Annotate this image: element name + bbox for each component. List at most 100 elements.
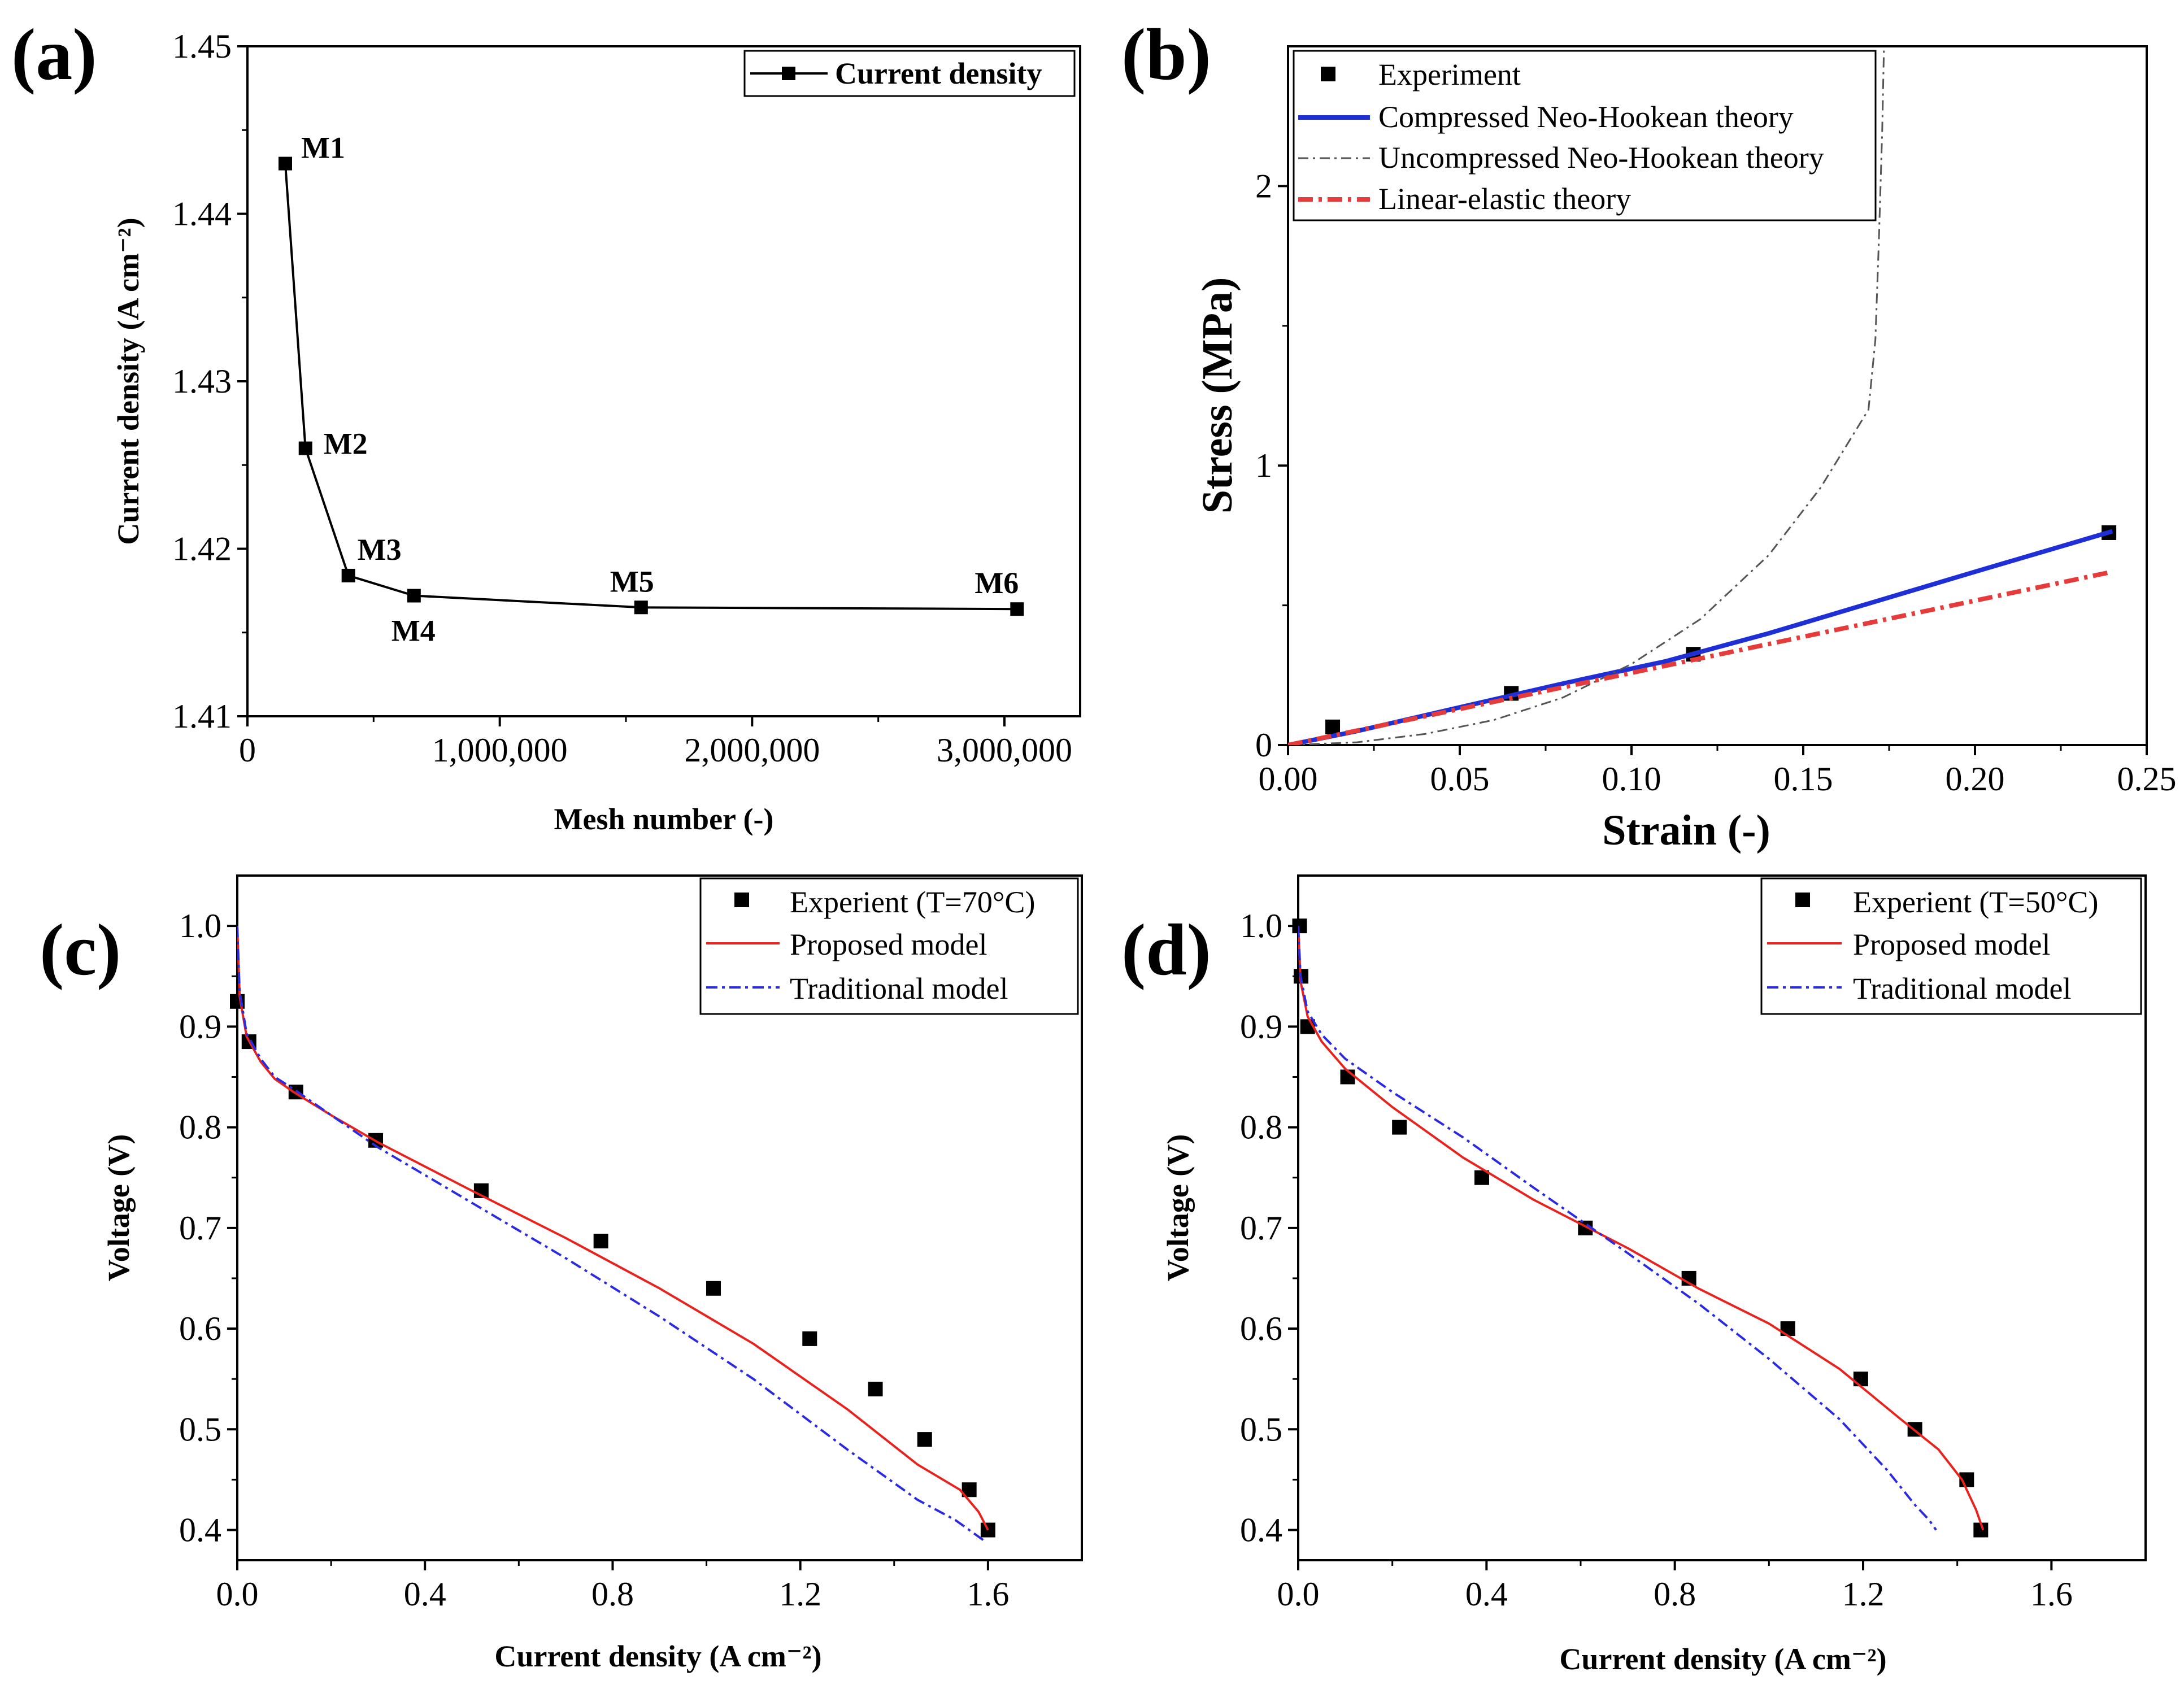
- panel-a-data-point: [634, 600, 648, 615]
- panel-a-series-current-density: [284, 163, 1017, 611]
- panel-c-x-tick-label: 1.2: [779, 1575, 821, 1613]
- legend-c-label-traditional: Traditional model: [790, 972, 1008, 1005]
- panel-b-series: [1288, 46, 2117, 745]
- panel-b-series-linear-elastic-theory: [1288, 569, 2113, 745]
- panel-a-data-point: [1010, 602, 1024, 616]
- panel-b-series-uncompressed-neo-hookean-theory: [1288, 46, 1885, 745]
- panel-d-ticks: 0.0 0.4 0.8 1.2 1.6 0.4 0.5 0.6 0.7 0.8 0.9 1.0: [1240, 907, 2073, 1613]
- panel-c-y-tick-label: 0.9: [179, 1008, 221, 1045]
- legend-c-label-experiment: Experient (T=70°C): [790, 885, 1035, 919]
- panel-c-x-tick-label: 1.6: [967, 1575, 1009, 1613]
- panel-c-y-tick-label: 0.5: [179, 1411, 221, 1448]
- panel-a-series: M1 M2 M3 M4 M5 M6: [279, 131, 1024, 648]
- panel-d-series-traditional-model: [1298, 926, 1937, 1531]
- panel-c-y-axis-title: Voltage (V): [102, 1134, 136, 1281]
- legend-b-marker-experiment: [1321, 67, 1335, 81]
- panel-c-y-tick-label: 1.0: [179, 907, 221, 944]
- panel-a-data-point: [279, 156, 292, 171]
- legend-d-label-proposed: Proposed model: [1853, 928, 2050, 961]
- panel-a-point-label: M1: [301, 131, 345, 165]
- panel-d-x-tick-label: 0.4: [1465, 1575, 1508, 1613]
- panel-a-y-tick-label: 1.42: [172, 530, 232, 568]
- panel-d-x-axis-title: Current density (A cm⁻²): [1559, 1642, 1886, 1676]
- panel-b-x-tick-label: 0.05: [1430, 760, 1490, 798]
- panel-a-y-tick-label: 1.44: [172, 195, 232, 233]
- panel-a-legend: Current density: [743, 50, 1076, 97]
- panel-d-y-axis-title: Voltage (V): [1161, 1134, 1195, 1281]
- panel-a-point-label: M6: [974, 566, 1019, 600]
- panel-d-legend: Experient (T=50°C) Proposed model Tradit…: [1760, 877, 2142, 1015]
- panel-b-ticks: 0.00 0.05 0.10 0.15 0.20 0.25 0 1 2: [1255, 167, 2177, 798]
- panel-c-series-traditional-model: [237, 926, 984, 1542]
- panel-c-x-axis-title: Current density (A cm⁻²): [494, 1639, 821, 1673]
- panel-d-y-tick-label: 0.4: [1240, 1512, 1282, 1549]
- panel-a-y-tick-label: 1.45: [172, 28, 232, 65]
- panel-a-x-tick-label: 2,000,000: [684, 732, 820, 769]
- panel-b-y-tick-label: 0: [1255, 726, 1272, 764]
- panel-b-x-tick-label: 0.15: [1774, 760, 1833, 798]
- panel-c-experiment-point: [802, 1331, 817, 1346]
- legend-b-label-linear: Linear-elastic theory: [1378, 182, 1631, 216]
- panel-c-y-tick-label: 0.7: [179, 1209, 221, 1247]
- panel-c-series-proposed-model: [237, 926, 989, 1531]
- panel-c-legend-frame: [699, 877, 1079, 1015]
- panel-c-x-tick-label: 0.0: [216, 1575, 259, 1613]
- panel-b-x-tick-label: 0.10: [1602, 760, 1661, 798]
- panel-a-y-tick-label: 1.43: [172, 363, 232, 400]
- panel-a-point-label: M3: [358, 533, 402, 567]
- panel-d-experiment-point: [1780, 1321, 1795, 1337]
- panel-c-x-tick-label: 0.8: [591, 1575, 634, 1613]
- panel-d-x-tick-label: 1.2: [1842, 1575, 1885, 1613]
- panel-a-data-point: [341, 568, 355, 582]
- panel-d-y-tick-label: 0.9: [1240, 1008, 1282, 1045]
- panel-c-y-tick-label: 0.8: [179, 1109, 221, 1146]
- panel-a-x-axis-title: Mesh number (-): [554, 802, 774, 836]
- panel-a: (a) Mesh number (-) Current density (A c…: [11, 14, 1081, 836]
- panel-b-x-tick-label: 0.00: [1259, 760, 1318, 798]
- panel-d: (d) Current density (A cm⁻²) Voltage (V)…: [1121, 874, 2147, 1676]
- panel-b-experiment-point: [1325, 719, 1341, 734]
- panel-b-x-axis-title: Strain (-): [1602, 807, 1770, 854]
- panel-d-plot-frame: [1297, 874, 2147, 1561]
- panel-d-x-tick-label: 1.6: [2030, 1575, 2073, 1613]
- panel-b-legend: Experiment Compressed Neo-Hookean theory…: [1293, 50, 1877, 221]
- panel-a-legend-marker: [782, 67, 795, 80]
- panel-c-plot-frame: [236, 874, 1083, 1561]
- panel-a-data-point: [298, 441, 312, 455]
- panel-b: (b) Strain (-) Stress (MPa) 0.00 0.05 0.10…: [1121, 14, 2177, 854]
- panel-c-experiment-point: [593, 1233, 608, 1248]
- legend-d-label-traditional: Traditional model: [1853, 972, 2072, 1005]
- panel-d-experiment-point: [1292, 918, 1307, 934]
- panel-a-point-label: M5: [610, 564, 654, 598]
- panel-d-x-tick-label: 0.0: [1277, 1575, 1320, 1613]
- panel-a-point-label: M4: [391, 614, 436, 648]
- panel-c-label: (c): [40, 909, 121, 991]
- panel-d-y-tick-label: 0.7: [1240, 1209, 1282, 1247]
- legend-c-label-proposed: Proposed model: [790, 928, 987, 961]
- panel-d-x-tick-label: 0.8: [1654, 1575, 1696, 1613]
- panel-d-legend-frame: [1760, 877, 2142, 1015]
- panel-c-experiment-point: [868, 1382, 883, 1396]
- legend-b-label-compressed: Compressed Neo-Hookean theory: [1378, 100, 1794, 134]
- panel-c-experiment-point: [980, 1522, 995, 1538]
- panel-d-label: (d): [1121, 909, 1211, 991]
- panel-a-y-axis-title: Current density (A cm⁻²): [111, 217, 145, 545]
- panel-c-legend: Experient (T=70°C) Proposed model Tradit…: [699, 877, 1079, 1015]
- panel-a-plot-frame: [246, 45, 1081, 717]
- legend-b-label-experiment: Experiment: [1378, 58, 1521, 92]
- panel-b-series-compressed-neo-hookean-theory: [1288, 529, 2113, 745]
- panel-a-y-tick-label: 1.41: [172, 698, 232, 735]
- panel-b-legend-frame: [1293, 50, 1877, 221]
- panel-d-experiment-point: [1392, 1120, 1407, 1135]
- panel-c-experiment-point: [917, 1432, 932, 1447]
- panel-a-x-tick-label: 1,000,000: [432, 732, 568, 769]
- panel-d-y-tick-label: 0.5: [1240, 1411, 1282, 1448]
- panel-b-label: (b): [1121, 14, 1211, 95]
- panel-d-experiment-point: [1853, 1372, 1868, 1387]
- panel-b-y-tick-label: 2: [1255, 167, 1272, 204]
- panel-c-y-tick-label: 0.6: [179, 1310, 221, 1347]
- panel-c-y-tick-label: 0.4: [179, 1512, 221, 1549]
- panel-c: (c) Current density (A cm⁻²) Voltage (V)…: [40, 874, 1083, 1673]
- panel-c-ticks: 0.0 0.4 0.8 1.2 1.6 0.4 0.5 0.6 0.7 0.8 0.9 1.0: [179, 907, 1009, 1613]
